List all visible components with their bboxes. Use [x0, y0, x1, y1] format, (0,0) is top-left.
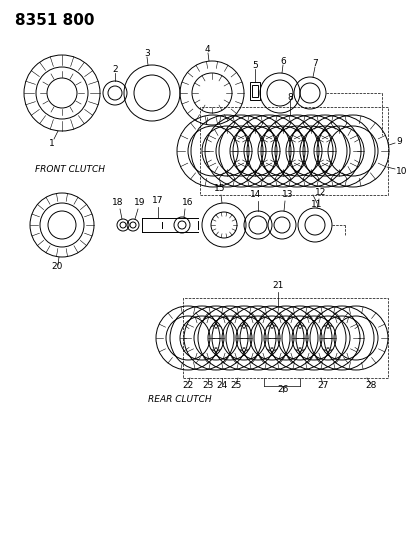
Text: 23: 23	[202, 381, 213, 390]
Text: 12: 12	[315, 188, 326, 197]
Text: 18: 18	[112, 198, 124, 207]
Bar	[252, 85, 257, 97]
Bar	[249, 82, 259, 100]
Text: 24: 24	[216, 381, 227, 390]
Text: 27: 27	[317, 381, 328, 390]
Bar	[200, 107, 387, 195]
Text: 3: 3	[144, 49, 150, 58]
Text: 13: 13	[281, 190, 293, 199]
Text: 20: 20	[51, 262, 63, 271]
Text: 6: 6	[279, 56, 285, 66]
Text: 15: 15	[214, 184, 225, 193]
Text: 7: 7	[311, 59, 317, 68]
Text: 4: 4	[204, 44, 209, 53]
Text: 1: 1	[49, 139, 55, 148]
Text: 8351 800: 8351 800	[15, 13, 94, 28]
Text: 16: 16	[182, 198, 193, 207]
Text: 19: 19	[134, 198, 145, 207]
Bar	[182, 298, 387, 378]
Text: 17: 17	[152, 196, 163, 205]
Text: REAR CLUTCH: REAR CLUTCH	[148, 395, 211, 405]
Text: 11: 11	[310, 200, 322, 209]
Text: FRONT CLUTCH: FRONT CLUTCH	[35, 165, 105, 174]
Text: 22: 22	[182, 381, 193, 390]
Text: 25: 25	[230, 381, 241, 390]
Text: 28: 28	[364, 381, 376, 390]
Text: 10: 10	[395, 166, 407, 175]
Text: 8: 8	[286, 93, 292, 101]
Text: 5: 5	[252, 61, 257, 69]
Text: 14: 14	[250, 190, 261, 199]
Text: 26: 26	[276, 385, 288, 394]
Text: 21: 21	[272, 281, 283, 290]
Text: 2: 2	[112, 64, 117, 74]
Text: 9: 9	[395, 136, 401, 146]
